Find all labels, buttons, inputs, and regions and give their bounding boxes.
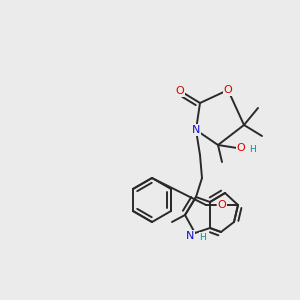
- Text: O: O: [237, 143, 245, 153]
- Text: O: O: [176, 86, 184, 96]
- Text: N: N: [192, 125, 200, 135]
- Text: O: O: [218, 200, 226, 210]
- Text: H: H: [250, 145, 256, 154]
- Text: O: O: [224, 85, 232, 95]
- Text: N: N: [186, 231, 194, 241]
- Text: H: H: [200, 232, 206, 242]
